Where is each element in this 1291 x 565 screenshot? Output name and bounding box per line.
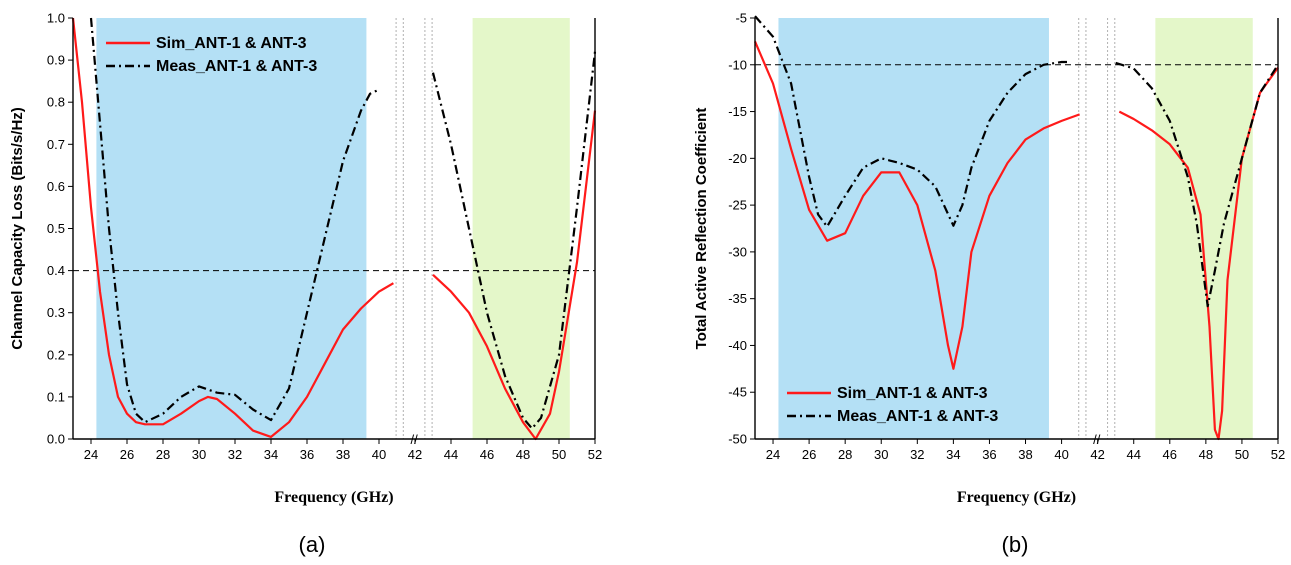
x-tick-label: 48: [1199, 447, 1213, 462]
x-tick-label: 32: [228, 447, 242, 462]
x-tick-label: 52: [1271, 447, 1285, 462]
sim-curve: [1118, 66, 1279, 441]
legend-label: Sim_ANT-1 & ANT-3: [837, 385, 988, 402]
legend: Sim_ANT-1 & ANT-3 Meas_ANT-1 & ANT-3: [787, 385, 998, 425]
chart-panel-a: // 0.0 0.1 0.2 0.3 0.4 0.5 0.6 0.7 0.8 0.9 1.0 24 26 2…: [9, 11, 602, 558]
axis-break-gap: [396, 18, 433, 439]
x-tick-label: 32: [910, 447, 924, 462]
y-axis-label: Total Active Reflection Coefficient: [693, 108, 710, 350]
panel-caption: (a): [299, 532, 326, 557]
y-tick-label: 0.8: [47, 95, 65, 110]
x-tick-label: 36: [300, 447, 314, 462]
y-tick-label: -10: [728, 57, 747, 72]
x-tick-label: 34: [946, 447, 960, 462]
frequency-band-1: [96, 18, 367, 439]
x-tick-label: 38: [336, 447, 350, 462]
y-tick-label: -25: [728, 198, 747, 213]
legend-label: Meas_ANT-1 & ANT-3: [837, 408, 998, 425]
y-tick-label: -45: [728, 385, 747, 400]
x-tick-label: 38: [1018, 447, 1032, 462]
x-axis-label: Frequency (GHz): [274, 489, 393, 506]
y-tick-label: 0.7: [47, 137, 65, 152]
y-tick-label: -35: [728, 291, 747, 306]
x-axis-label: Frequency (GHz): [957, 489, 1076, 506]
y-tick-label: -15: [728, 104, 747, 119]
x-tick-label: 44: [1126, 447, 1140, 462]
series-meas: [754, 15, 1279, 308]
sim-curve: [753, 40, 1080, 370]
x-tick-label: 36: [982, 447, 996, 462]
x-tick-label: 34: [264, 447, 278, 462]
axis-break: //: [395, 18, 433, 447]
x-tick-label: 50: [1235, 447, 1249, 462]
y-tick-label: 0.2: [47, 347, 65, 362]
axis-break-gap: [1078, 18, 1115, 439]
chart-panel-b: // -5 -10 -15 -20 -25 -30 -35 -40 -45 -50 24 26 28 30 3…: [693, 11, 1285, 558]
y-tick-label: 0.3: [47, 305, 65, 320]
y-tick-label: -50: [728, 432, 747, 447]
x-tick-label: 48: [516, 447, 530, 462]
sim-curve: [71, 17, 394, 438]
x-tick-label: 44: [444, 447, 458, 462]
x-tick-label: 40: [372, 447, 386, 462]
y-tick-label: 0.0: [47, 432, 65, 447]
legend: Sim_ANT-1 & ANT-3 Meas_ANT-1 & ANT-3: [106, 35, 317, 75]
series-meas: [89, 17, 597, 430]
axis-break: //: [1078, 18, 1116, 447]
frequency-band-2: [472, 18, 570, 439]
x-tick-label: 46: [480, 447, 494, 462]
meas-curve: [89, 17, 380, 424]
y-tick-label: 0.5: [47, 221, 65, 236]
x-tick-label: 28: [156, 447, 170, 462]
y-tick-label: -40: [728, 338, 747, 353]
y-tick-label: 0.6: [47, 179, 65, 194]
legend-label: Sim_ANT-1 & ANT-3: [156, 35, 307, 52]
x-tick-label: 30: [874, 447, 888, 462]
y-tick-label: 0.1: [47, 389, 65, 404]
panel-caption: (b): [1002, 532, 1029, 557]
x-tick-label: 26: [120, 447, 134, 462]
x-tick-label: 30: [192, 447, 206, 462]
y-tick-label: -20: [728, 151, 747, 166]
meas-curve: [431, 51, 597, 430]
x-tick-label: 24: [84, 447, 98, 462]
frequency-band-2: [1155, 18, 1253, 439]
y-tick-label: 0.9: [47, 53, 65, 68]
x-tick-label: 24: [766, 447, 780, 462]
y-tick-label: -30: [728, 244, 747, 259]
series-sim: [71, 17, 597, 441]
meas-curve: [754, 15, 1071, 228]
x-tick-label: 42: [408, 447, 422, 462]
x-tick-label: 42: [1090, 447, 1104, 462]
x-tick-label: 28: [838, 447, 852, 462]
x-tick-label: 52: [588, 447, 602, 462]
y-axis-label: Channel Capacity Loss (Bits/s/Hz): [9, 107, 26, 350]
x-tick-label: 46: [1163, 447, 1177, 462]
sim-curve: [432, 110, 597, 441]
series-sim: [753, 40, 1279, 441]
x-tick-label: 40: [1054, 447, 1068, 462]
meas-curve: [1115, 61, 1279, 308]
y-tick-label: 1.0: [47, 11, 65, 26]
legend-label: Meas_ANT-1 & ANT-3: [156, 58, 317, 75]
y-tick-label: -5: [735, 11, 747, 26]
x-tick-label: 50: [552, 447, 566, 462]
y-tick-label: 0.4: [47, 263, 65, 278]
frequency-band-1: [778, 18, 1049, 439]
x-tick-label: 26: [802, 447, 816, 462]
